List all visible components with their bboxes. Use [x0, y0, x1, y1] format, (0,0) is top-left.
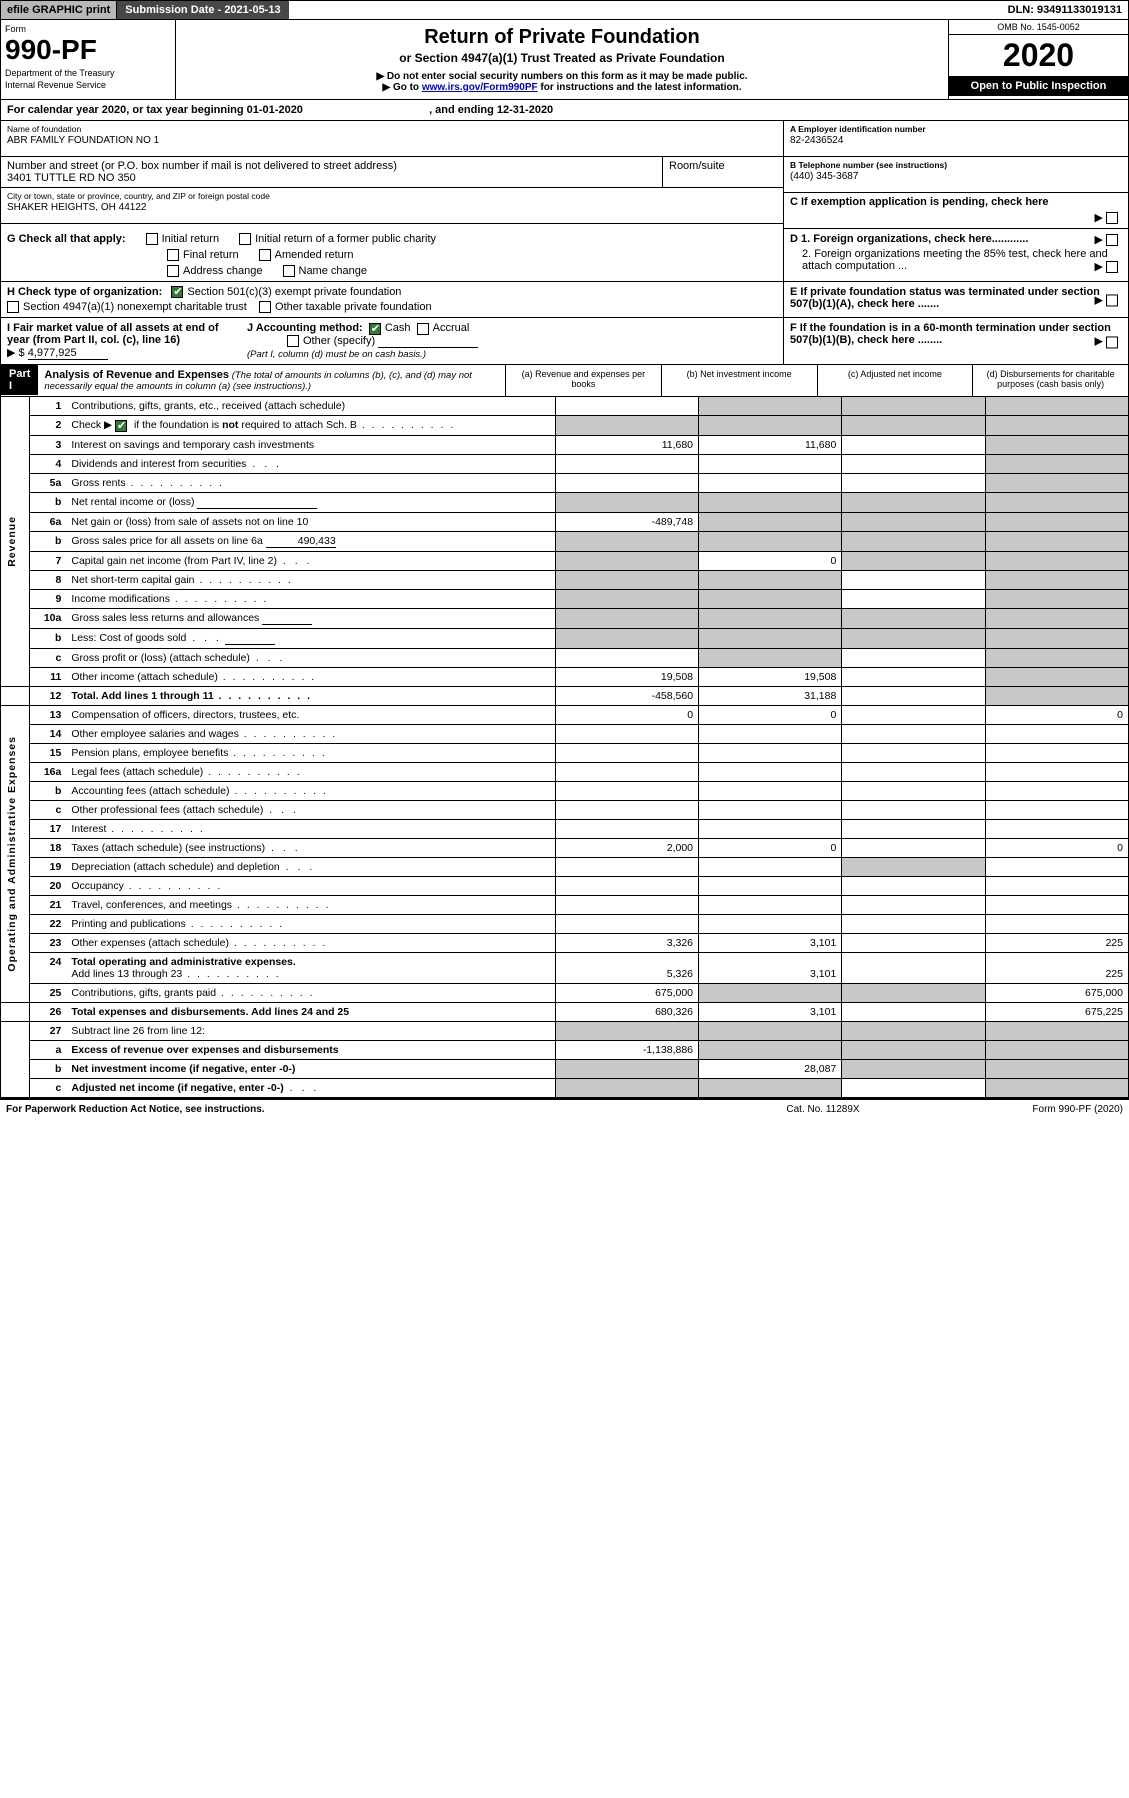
- paperwork-notice: For Paperwork Reduction Act Notice, see …: [6, 1104, 723, 1115]
- room-label: Room/suite: [669, 160, 777, 172]
- calendar-year-row: For calendar year 2020, or tax year begi…: [0, 100, 1129, 121]
- part1-table: Revenue 1Contributions, gifts, grants, e…: [0, 397, 1129, 1097]
- j-cash-checkbox[interactable]: [369, 323, 381, 335]
- col-d-header: (d) Disbursements for charitable purpose…: [973, 365, 1128, 396]
- form-note-1: ▶ Do not enter social security numbers o…: [182, 71, 942, 82]
- omb-number: OMB No. 1545-0052: [949, 20, 1128, 35]
- form990pf-link[interactable]: www.irs.gov/Form990PF: [422, 82, 538, 93]
- j-note: (Part I, column (d) must be on cash basi…: [247, 349, 426, 360]
- form-number: 990-PF: [5, 34, 171, 66]
- form-footer: For Paperwork Reduction Act Notice, see …: [0, 1098, 1129, 1119]
- form-note-2: ▶ Go to www.irs.gov/Form990PF for instru…: [182, 82, 942, 93]
- j-label: J Accounting method:: [247, 322, 363, 334]
- part1-badge: Part I: [1, 365, 38, 395]
- col-c-header: (c) Adjusted net income: [818, 365, 974, 396]
- form-subtitle: or Section 4947(a)(1) Trust Treated as P…: [182, 51, 942, 65]
- form-ref: Form 990-PF (2020): [923, 1104, 1123, 1115]
- h-other-checkbox[interactable]: [259, 301, 271, 313]
- efile-label: efile GRAPHIC print: [1, 1, 117, 19]
- g-address-change[interactable]: [167, 265, 179, 277]
- foundation-name: ABR FAMILY FOUNDATION NO 1: [7, 135, 777, 146]
- g-label: G Check all that apply:: [7, 233, 126, 245]
- e-checkbox[interactable]: [1106, 294, 1118, 306]
- name-label: Name of foundation: [7, 124, 777, 134]
- dept: Department of the Treasury: [5, 68, 171, 78]
- city-state-zip: SHAKER HEIGHTS, OH 44122: [7, 202, 777, 213]
- tax-year: 2020: [949, 35, 1128, 76]
- c-checkbox[interactable]: [1106, 212, 1118, 224]
- c-label: C If exemption application is pending, c…: [790, 196, 1049, 208]
- i-label: I Fair market value of all assets at end…: [7, 322, 219, 346]
- cat-no: Cat. No. 11289X: [723, 1104, 923, 1115]
- g-name-change[interactable]: [283, 265, 295, 277]
- form-header: Form 990-PF Department of the Treasury I…: [0, 20, 1129, 100]
- j-accrual-checkbox[interactable]: [417, 323, 429, 335]
- j-other-checkbox[interactable]: [287, 335, 299, 347]
- ein-label: A Employer identification number: [790, 124, 1122, 134]
- submission-date: Submission Date - 2021-05-13: [117, 1, 288, 19]
- irs: Internal Revenue Service: [5, 80, 171, 90]
- d2-label: 2. Foreign organizations meeting the 85%…: [802, 248, 1108, 272]
- dln: DLN: 93491133019131: [1002, 1, 1128, 19]
- addr-label: Number and street (or P.O. box number if…: [7, 160, 656, 172]
- phone-label: B Telephone number (see instructions): [790, 160, 1122, 170]
- f-label: F If the foundation is in a 60-month ter…: [790, 322, 1111, 346]
- g-initial-return[interactable]: [146, 233, 158, 245]
- phone-value: (440) 345-3687: [790, 171, 1122, 182]
- part1-title: Analysis of Revenue and Expenses: [44, 369, 229, 381]
- g-initial-former[interactable]: [239, 233, 251, 245]
- d2-checkbox[interactable]: [1106, 261, 1118, 273]
- i-amount: 4,977,925: [28, 347, 108, 360]
- h-4947-checkbox[interactable]: [7, 301, 19, 313]
- top-bar: efile GRAPHIC print Submission Date - 20…: [0, 0, 1129, 20]
- street-address: 3401 TUTTLE RD NO 350: [7, 172, 656, 184]
- d1-checkbox[interactable]: [1106, 234, 1118, 246]
- h-501c3-checkbox[interactable]: [171, 286, 183, 298]
- expenses-side-label: Operating and Administrative Expenses: [6, 736, 18, 972]
- col-b-header: (b) Net investment income: [662, 365, 818, 396]
- ein-value: 82-2436524: [790, 135, 1122, 146]
- open-inspection: Open to Public Inspection: [949, 76, 1128, 96]
- info-block: Name of foundation ABR FAMILY FOUNDATION…: [0, 121, 1129, 229]
- form-title: Return of Private Foundation: [182, 26, 942, 49]
- col-a-header: (a) Revenue and expenses per books: [506, 365, 662, 396]
- part1-header: Part I Analysis of Revenue and Expenses …: [0, 365, 1129, 397]
- h-label: H Check type of organization:: [7, 286, 162, 298]
- g-amended-return[interactable]: [259, 249, 271, 261]
- d1-label: D 1. Foreign organizations, check here..…: [790, 233, 1028, 245]
- g-final-return[interactable]: [167, 249, 179, 261]
- f-checkbox[interactable]: [1106, 336, 1118, 348]
- city-label: City or town, state or province, country…: [7, 191, 777, 201]
- e-label: E If private foundation status was termi…: [790, 286, 1100, 310]
- revenue-side-label: Revenue: [6, 516, 18, 567]
- form-word: Form: [5, 24, 171, 34]
- schb-checkbox[interactable]: [115, 420, 127, 432]
